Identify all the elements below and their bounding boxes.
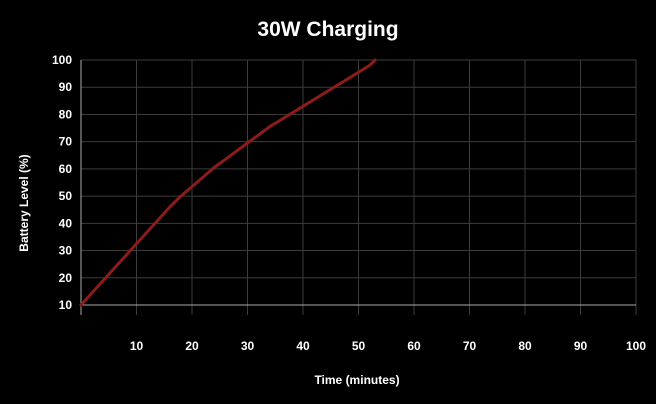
y-tick-label: 50 bbox=[59, 189, 73, 203]
y-tick-label: 60 bbox=[59, 162, 73, 176]
y-tick-label: 30 bbox=[59, 244, 73, 258]
chart-title: 30W Charging bbox=[257, 18, 398, 41]
y-tick-label: 80 bbox=[59, 107, 73, 121]
series-group bbox=[79, 58, 377, 307]
y-tick-labels: 10 20 30 40 50 60 70 80 90 100 bbox=[52, 53, 72, 312]
x-tick-label: 100 bbox=[626, 339, 646, 353]
x-axis-label: Time (minutes) bbox=[314, 373, 399, 387]
x-tick-label: 80 bbox=[518, 339, 532, 353]
x-tick-label: 10 bbox=[130, 339, 144, 353]
y-tick-label: 90 bbox=[59, 80, 73, 94]
axes bbox=[80, 60, 636, 315]
y-tick-label: 10 bbox=[59, 298, 73, 312]
y-tick-label: 100 bbox=[52, 53, 72, 67]
x-tick-label: 90 bbox=[574, 339, 588, 353]
x-tick-label: 60 bbox=[407, 339, 421, 353]
series-line bbox=[79, 58, 377, 307]
y-tick-label: 20 bbox=[59, 271, 73, 285]
y-tick-label: 70 bbox=[59, 135, 73, 149]
x-tick-labels: 10 20 30 40 50 60 70 80 90 100 bbox=[130, 339, 647, 353]
x-tick-label: 20 bbox=[185, 339, 199, 353]
x-tick-label: 30 bbox=[241, 339, 255, 353]
y-axis-label: Battery Level (%) bbox=[17, 154, 31, 251]
x-tick-label: 70 bbox=[463, 339, 477, 353]
x-tick-label: 50 bbox=[352, 339, 366, 353]
y-tick-label: 40 bbox=[59, 216, 73, 230]
x-tick-label: 40 bbox=[296, 339, 310, 353]
